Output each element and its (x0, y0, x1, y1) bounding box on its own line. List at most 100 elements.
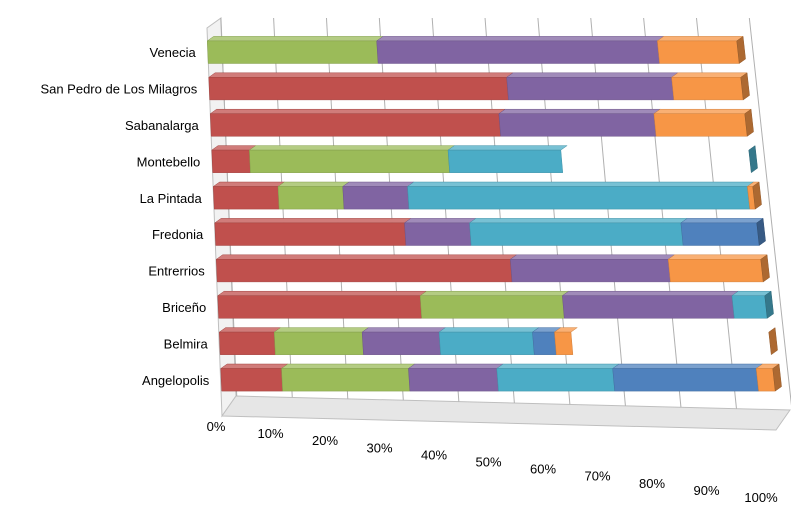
floor (221, 395, 791, 431)
bar-segment (496, 368, 615, 392)
bar-row (220, 363, 782, 392)
bar-segment (562, 295, 735, 319)
bar-segment-top (375, 36, 665, 42)
bar-segment (214, 222, 407, 246)
bar-segment-top (419, 290, 570, 296)
category-label: Entrerrios (148, 264, 205, 279)
bar-end-cap (764, 290, 774, 319)
bar-segment (210, 113, 501, 137)
bar-segment-top (561, 290, 740, 296)
category-label: Fredonia (152, 227, 204, 242)
bar-segment-top (209, 108, 506, 114)
category-label: Angelopolis (142, 373, 210, 388)
bar-segment-top (208, 72, 514, 78)
bar-row (208, 72, 750, 101)
bar-segment-top (214, 218, 412, 224)
bar-segment (419, 295, 565, 319)
gridline (748, 17, 791, 406)
bar-segment-top (611, 363, 764, 369)
bar-row (206, 35, 746, 64)
bar-end-cap (772, 363, 782, 392)
bar-segment (208, 77, 509, 101)
bar-segment-top (206, 36, 384, 42)
bar-segment-top (731, 290, 772, 296)
bar-segment (653, 113, 748, 137)
x-tick-label: 80% (639, 476, 665, 491)
bar-segment-top (215, 254, 518, 260)
bar-segment-top (217, 290, 428, 296)
bar-segment-top (670, 72, 748, 78)
bar-segment-top (667, 254, 768, 260)
category-label: Montebello (137, 154, 201, 169)
x-tick-label: 100% (744, 490, 778, 505)
bar-segment-top (248, 145, 456, 151)
bar-segment (755, 368, 776, 392)
bar-segment-top (273, 327, 370, 333)
bar-end-cap (740, 72, 750, 101)
bar-row (212, 181, 762, 210)
bar-segment-top (403, 218, 477, 224)
bar-segment (407, 186, 751, 210)
bar-row (214, 217, 766, 246)
bar-segment (216, 259, 513, 283)
bar-segment (731, 295, 768, 319)
x-tick-label: 40% (421, 447, 447, 462)
bar-row (217, 290, 774, 319)
bar-segment-top (447, 145, 568, 151)
bar-segment-top (653, 108, 752, 114)
bar-end-cap (756, 217, 766, 246)
category-label: La Pintada (140, 191, 203, 206)
bar-segment-top (218, 327, 282, 333)
x-tick-labels: 0% 10% 20% 30% 40% 50% 60% 70% 80% 90% 100% (207, 419, 778, 505)
bar-segment-top (407, 363, 504, 369)
bar-segment (469, 222, 684, 246)
bar-end-cap (736, 35, 746, 64)
bar-end-cap (748, 145, 758, 174)
bar-segment (281, 368, 411, 392)
x-tick-label: 70% (584, 469, 610, 484)
category-label: Venecia (149, 45, 196, 60)
bar-segment-top (509, 254, 676, 260)
bar-segment (554, 331, 574, 355)
bar-segment-top (680, 218, 764, 224)
bar-segment (273, 331, 364, 355)
bar-segment (671, 77, 744, 101)
bar-segment-top (220, 363, 289, 369)
x-tick-label: 90% (693, 483, 719, 498)
bar-segment (408, 368, 499, 392)
bar-segment-top (505, 72, 679, 78)
bar-segment-top (212, 181, 286, 187)
bar-row (211, 145, 758, 174)
bar-segment (404, 222, 472, 246)
x-tick-label: 20% (312, 433, 338, 448)
bars (206, 35, 782, 392)
bar-segment (510, 259, 671, 283)
bar-segment-top (468, 218, 688, 224)
category-label: Belmira (164, 336, 209, 351)
bar-segment (680, 222, 760, 246)
category-label: Briceño (162, 300, 206, 315)
x-tick-label: 50% (475, 455, 501, 470)
bar-segment (667, 259, 764, 283)
bar-row (209, 108, 754, 137)
bar-segment-top (406, 181, 755, 187)
x-tick-label: 0% (207, 419, 226, 434)
bar-segment-top (341, 181, 415, 187)
bar-segment (438, 331, 535, 355)
bar-segment (498, 113, 657, 137)
bar-segment (219, 331, 276, 355)
category-label: San Pedro de Los Milagros (40, 82, 197, 97)
bar-row (218, 327, 778, 356)
bar-segment-top (656, 36, 744, 42)
bar-end-cap (752, 181, 762, 210)
bar-segment (217, 295, 422, 319)
bar-segment-top (361, 327, 447, 333)
bar-segment (376, 40, 660, 64)
x-tick-label: 10% (257, 426, 283, 441)
bar-segment (277, 186, 345, 210)
bar-segment (361, 331, 441, 355)
bar-segment-top (438, 327, 540, 333)
x-tick-label: 60% (530, 462, 556, 477)
